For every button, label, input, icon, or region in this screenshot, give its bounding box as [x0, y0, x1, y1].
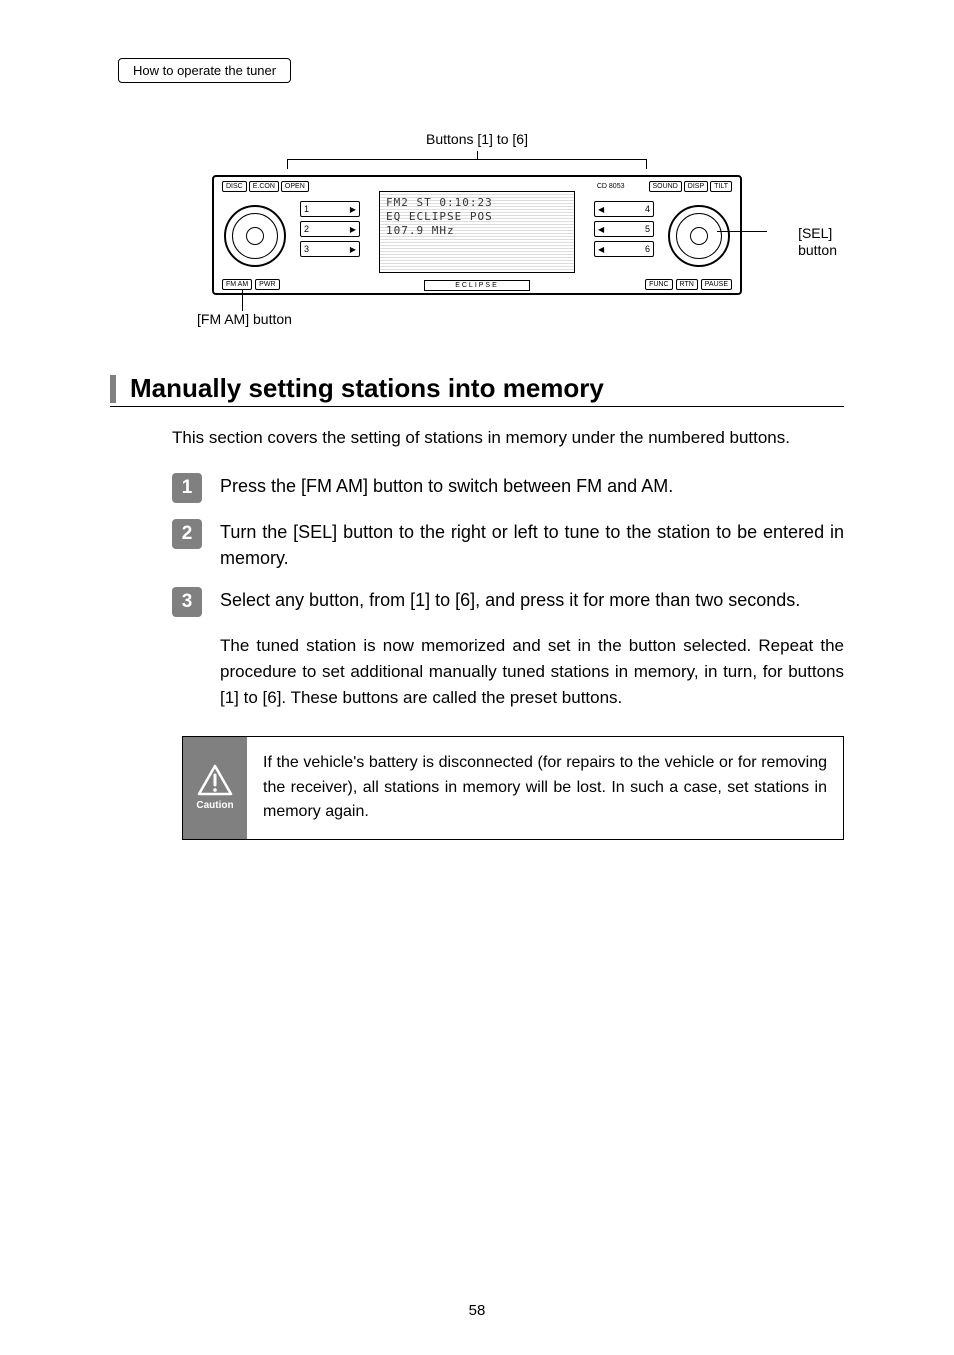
caution-body: If the vehicle's battery is disconnected…	[247, 737, 843, 839]
warning-icon	[197, 764, 233, 796]
page: How to operate the tuner Buttons [1] to …	[0, 0, 954, 880]
step-badge-2: 2	[172, 519, 202, 549]
step-text-3: Select any button, from [1] to [6], and …	[220, 587, 844, 617]
volume-knob[interactable]	[224, 205, 286, 267]
caution-icon-panel: Caution	[183, 737, 247, 839]
step-3: 3 Select any button, from [1] to [6], an…	[172, 587, 844, 617]
step-text-2: Turn the [SEL] button to the right or le…	[220, 519, 844, 571]
lcd-line-3: 107.9 MHz	[386, 224, 568, 238]
econ-button[interactable]: E.CON	[249, 181, 279, 192]
rtn-button[interactable]: RTN	[676, 279, 698, 290]
preset-col-right: ◀4 ◀5 ◀6	[594, 201, 654, 257]
fm-am-button[interactable]: FM AM	[222, 279, 252, 290]
lcd-line-2: EQ ECLIPSE POS	[386, 210, 568, 224]
open-button[interactable]: OPEN	[281, 181, 309, 192]
step-badge-1: 1	[172, 473, 202, 503]
sel-callout-line1: [SEL]	[798, 225, 837, 242]
lcd-line-1: FM2 ST 0:10:23	[386, 196, 568, 210]
pwr-button[interactable]: PWR	[255, 279, 279, 290]
diagram-bracket	[157, 151, 797, 169]
followup-text: The tuned station is now memorized and s…	[220, 633, 844, 712]
preset-button-6[interactable]: ◀6	[594, 241, 654, 257]
caution-label: Caution	[196, 800, 233, 811]
preset-button-1[interactable]: 1▶	[300, 201, 360, 217]
section-title: Manually setting stations into memory	[130, 373, 604, 404]
diagram-top-label: Buttons [1] to [6]	[157, 131, 797, 147]
step-badge-3: 3	[172, 587, 202, 617]
preset-button-2[interactable]: 2▶	[300, 221, 360, 237]
sel-callout-line2: button	[798, 242, 837, 259]
fmam-callout-line	[242, 289, 243, 311]
radio-diagram: Buttons [1] to [6] DISC E.CON OPEN CD 80…	[157, 131, 797, 341]
func-button[interactable]: FUNC	[645, 279, 672, 290]
section-bar	[110, 375, 116, 403]
radio-faceplate: DISC E.CON OPEN CD 8053 SOUND DISP TILT …	[212, 175, 742, 295]
disp-button[interactable]: DISP	[684, 181, 708, 192]
sel-callout-line	[717, 231, 767, 232]
pause-button[interactable]: PAUSE	[701, 279, 732, 290]
lcd-display: FM2 ST 0:10:23 EQ ECLIPSE POS 107.9 MHz	[379, 191, 575, 273]
disc-button[interactable]: DISC	[222, 181, 247, 192]
preset-button-3[interactable]: 3▶	[300, 241, 360, 257]
step-1: 1 Press the [FM AM] button to switch bet…	[172, 473, 844, 503]
brand-label: ECLIPSE	[424, 280, 530, 291]
preset-button-5[interactable]: ◀5	[594, 221, 654, 237]
intro-text: This section covers the setting of stati…	[172, 425, 844, 451]
page-number: 58	[0, 1302, 954, 1319]
preset-button-4[interactable]: ◀4	[594, 201, 654, 217]
tilt-button[interactable]: TILT	[710, 181, 732, 192]
preset-col-left: 1▶ 2▶ 3▶	[300, 201, 360, 257]
fmam-callout: [FM AM] button	[197, 311, 292, 327]
breadcrumb: How to operate the tuner	[118, 58, 291, 83]
section-heading: Manually setting stations into memory	[110, 373, 844, 407]
step-2: 2 Turn the [SEL] button to the right or …	[172, 519, 844, 571]
sel-knob[interactable]	[668, 205, 730, 267]
step-text-1: Press the [FM AM] button to switch betwe…	[220, 473, 844, 503]
sel-callout: [SEL] button	[798, 225, 837, 259]
model-label: CD 8053	[597, 183, 625, 190]
caution-box: Caution If the vehicle's battery is disc…	[182, 736, 844, 840]
sound-button[interactable]: SOUND	[649, 181, 682, 192]
